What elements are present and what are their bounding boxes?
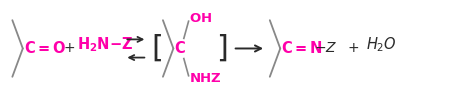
Text: $\bf{OH}$: $\bf{OH}$ — [189, 12, 212, 25]
Text: $\bf{NHZ}$: $\bf{NHZ}$ — [189, 72, 221, 85]
Text: $-Z$: $-Z$ — [314, 42, 338, 55]
Text: $+$: $+$ — [347, 42, 359, 55]
Text: $H_2O$: $H_2O$ — [366, 35, 397, 54]
Text: $\bf{C{=}N}$: $\bf{C{=}N}$ — [281, 41, 323, 56]
Text: $+$: $+$ — [63, 42, 75, 55]
Text: [: [ — [151, 34, 163, 63]
Text: $\bf{C{=}O}$: $\bf{C{=}O}$ — [24, 41, 66, 56]
Text: $\bf{C}$: $\bf{C}$ — [174, 41, 186, 56]
Text: ]: ] — [216, 34, 228, 63]
Text: $\bf{H_2N{-}Z}$: $\bf{H_2N{-}Z}$ — [77, 35, 133, 54]
